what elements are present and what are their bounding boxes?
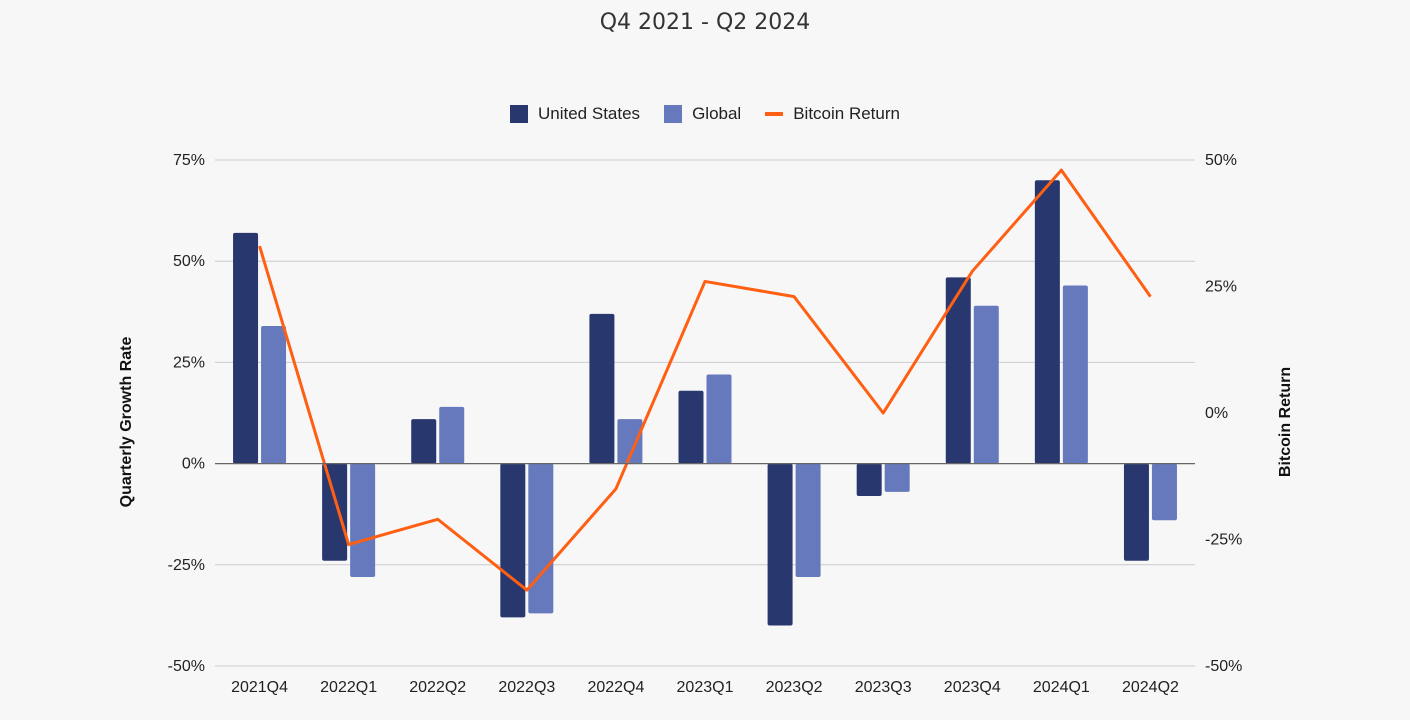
x-tick-label: 2022Q1	[320, 679, 377, 696]
x-tick-label: 2024Q1	[1033, 679, 1090, 696]
y-tick-label: 0%	[182, 456, 205, 473]
bar-united-states	[856, 463, 882, 496]
bar-global	[350, 463, 376, 577]
bar-united-states	[589, 313, 615, 464]
bar-global	[1062, 285, 1088, 464]
x-tick-label: 2023Q3	[855, 679, 912, 696]
bar-global	[973, 305, 999, 464]
bar-united-states	[678, 390, 704, 464]
y2-axis-title: Bitcoin Return	[1277, 367, 1294, 477]
y2-tick-label: 25%	[1205, 279, 1237, 296]
bar-global	[439, 406, 465, 464]
x-tick-label: 2024Q2	[1122, 679, 1179, 696]
bar-global	[617, 419, 643, 464]
bar-global	[706, 374, 732, 464]
axes: 75% 50% 25% 0% -25% -50% 50% 25% 0% -25% -50% 2021Q…	[168, 152, 1243, 696]
bar-united-states	[233, 232, 259, 464]
bar-global	[1151, 463, 1177, 521]
chart-subtitle: Q4 2021 - Q2 2024	[599, 10, 811, 35]
chart-legend: United States Global Bitcoin Return	[0, 104, 1410, 124]
bitcoin-line-layer	[258, 168, 1152, 592]
bar-united-states	[945, 277, 971, 464]
bar-global	[884, 463, 910, 492]
x-tick-label: 2021Q4	[231, 679, 288, 696]
y2-tick-label: -25%	[1205, 532, 1242, 549]
bar-global	[528, 463, 554, 614]
bar-united-states	[411, 419, 437, 464]
bar-united-states	[500, 463, 526, 618]
y-tick-label: -25%	[168, 557, 205, 574]
y-tick-label: 75%	[173, 152, 205, 169]
x-tick-label: 2022Q3	[498, 679, 555, 696]
legend-item-united-states: United States	[510, 104, 640, 124]
bar-global	[795, 463, 821, 577]
y-tick-label: -50%	[168, 658, 205, 675]
legend-label-bitcoin-return: Bitcoin Return	[793, 104, 900, 123]
grid-lines	[215, 159, 1195, 667]
x-tick-label: 2023Q1	[677, 679, 734, 696]
legend-label-global: Global	[692, 104, 742, 123]
bar-united-states	[322, 463, 348, 561]
bitcoin-return-line	[258, 168, 1152, 592]
bars	[233, 180, 1177, 626]
y-axis-title: Quarterly Growth Rate	[118, 337, 135, 508]
legend-label-united-states: United States	[538, 104, 641, 123]
bar-united-states	[767, 463, 793, 626]
legend-swatch-bitcoin-return	[765, 112, 784, 116]
y2-tick-label: 0%	[1205, 405, 1228, 422]
x-tick-label: 2023Q4	[944, 679, 1001, 696]
x-tick-label: 2023Q2	[766, 679, 823, 696]
legend-item-global: Global	[664, 104, 741, 124]
legend-item-bitcoin-return: Bitcoin Return	[765, 104, 900, 124]
bar-united-states	[1034, 180, 1060, 464]
y-tick-label: 25%	[173, 354, 205, 371]
x-tick-label: 2022Q2	[409, 679, 466, 696]
bar-global	[261, 325, 287, 464]
x-tick-label: 2022Q4	[587, 679, 644, 696]
y-tick-label: 50%	[173, 253, 205, 270]
y2-tick-label: -50%	[1205, 658, 1242, 675]
legend-swatch-united-states	[510, 105, 528, 123]
legend-swatch-global	[664, 105, 683, 123]
bar-united-states	[1123, 463, 1149, 561]
y2-tick-label: 50%	[1205, 152, 1237, 169]
